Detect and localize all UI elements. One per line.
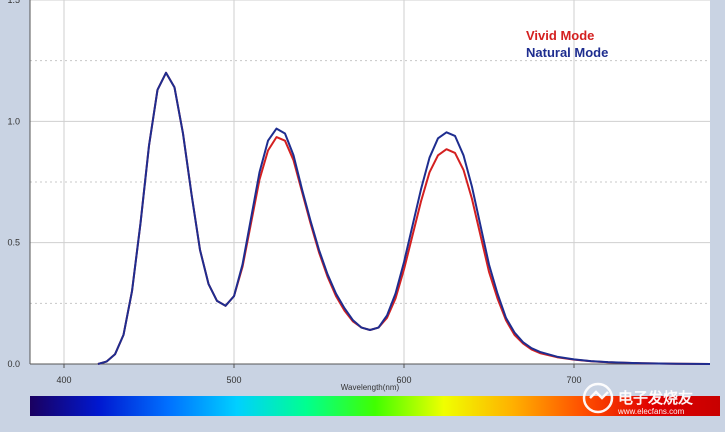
legend: Vivid Mode Natural Mode xyxy=(526,28,608,60)
y-tick-label-3: 1.5 xyxy=(7,0,20,5)
grid-lines xyxy=(30,0,710,365)
legend-entry-vivid: Vivid Mode xyxy=(526,28,594,43)
x-axis-label: Wavelength(nm) xyxy=(341,383,400,392)
series-line-1 xyxy=(97,71,711,365)
watermark-text: 电子发烧友 xyxy=(618,389,693,407)
axes xyxy=(29,0,710,368)
x-tick-label-3: 700 xyxy=(566,375,581,385)
legend-entry-natural: Natural Mode xyxy=(526,45,608,60)
spectrum-color-bar xyxy=(30,396,720,416)
x-tick-label-2: 600 xyxy=(396,375,411,385)
y-tick-label-0: 0.0 xyxy=(7,359,20,369)
watermark: 电子发烧友 www.elecfans.com xyxy=(582,382,693,416)
x-tick-label-0: 400 xyxy=(56,375,71,385)
y-tick-label-2: 1.0 xyxy=(7,116,20,126)
x-tick-label-1: 500 xyxy=(226,375,241,385)
watermark-subtext: www.elecfans.com xyxy=(617,407,685,416)
y-tick-labels: 0.0 0.5 1.0 1.5 xyxy=(7,0,20,369)
series-lines xyxy=(97,71,711,365)
x-tick-labels: 400 500 600 700 xyxy=(56,375,581,385)
watermark-logo-icon xyxy=(582,382,614,414)
y-tick-label-1: 0.5 xyxy=(7,238,20,248)
